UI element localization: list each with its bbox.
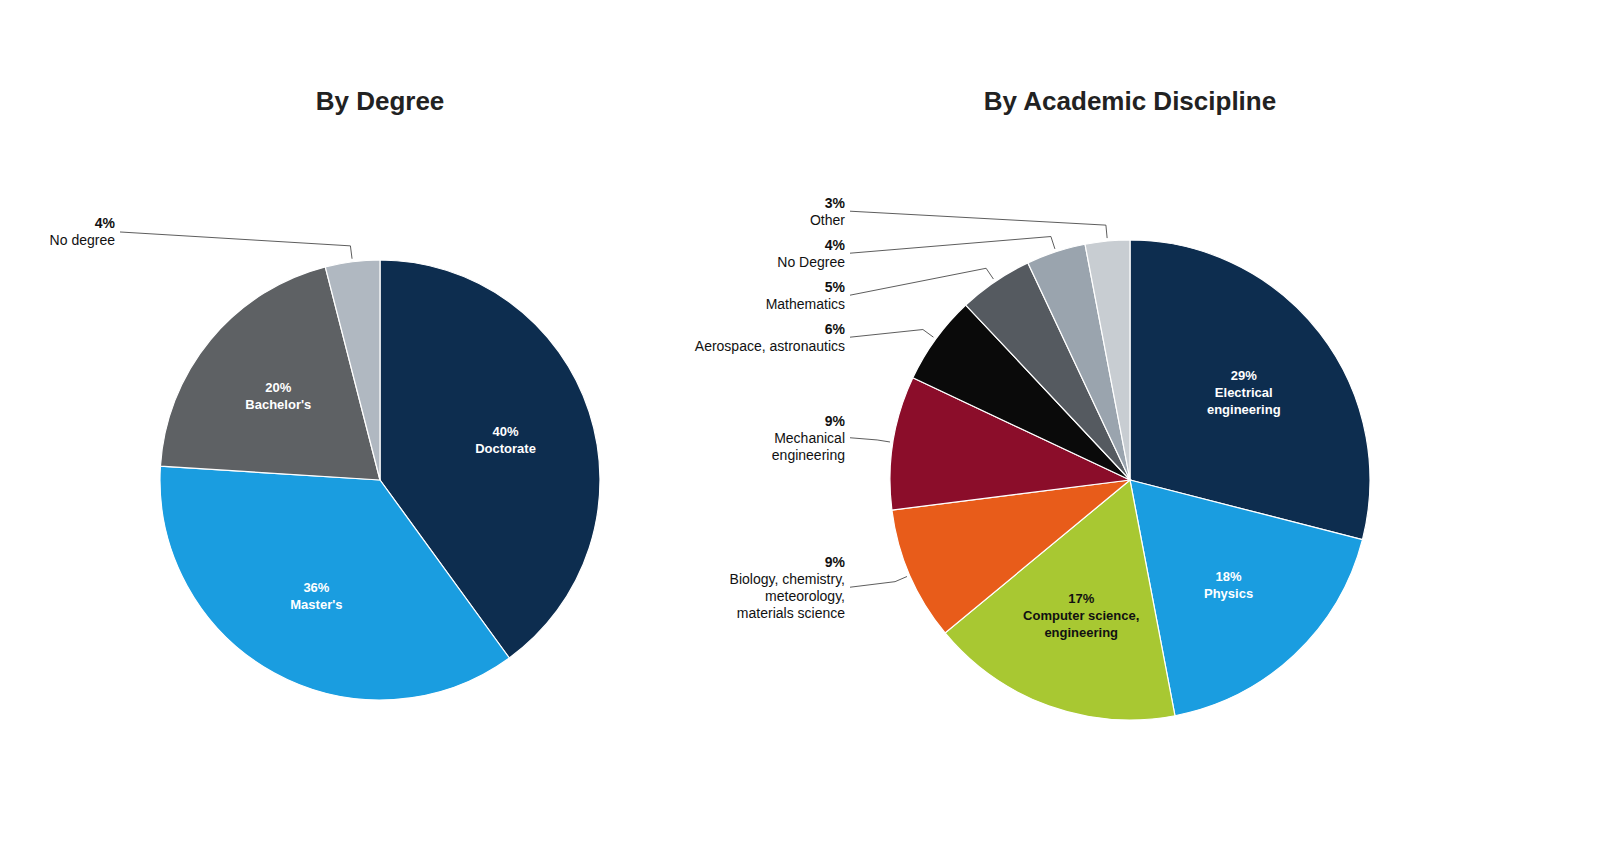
- pie-slice: [325, 260, 380, 480]
- category-label: engineering: [772, 447, 845, 463]
- value-label: 9%: [825, 413, 846, 429]
- value-label: 20%: [265, 380, 291, 395]
- value-label: 4%: [95, 215, 116, 231]
- slice-label: 4%No Degree: [777, 237, 845, 270]
- category-label: Bachelor's: [245, 397, 311, 412]
- value-label: 6%: [825, 321, 846, 337]
- slice-label: 4%No degree: [50, 215, 116, 248]
- chart-title: By Degree: [316, 86, 445, 116]
- leader-line: [850, 330, 933, 338]
- pie-slice: [160, 466, 509, 700]
- category-label: Biology, chemistry,: [730, 571, 845, 587]
- background: [0, 0, 1600, 848]
- chart-title: By Academic Discipline: [984, 86, 1276, 116]
- leader-line: [850, 211, 1107, 238]
- value-label: 9%: [825, 554, 846, 570]
- category-label: materials science: [737, 605, 845, 621]
- value-label: 3%: [825, 195, 846, 211]
- category-label: Electrical: [1215, 385, 1273, 400]
- category-label: No degree: [50, 232, 116, 248]
- category-label: Aerospace, astronautics: [695, 338, 845, 354]
- category-label: No Degree: [777, 254, 845, 270]
- category-label: meteorology,: [765, 588, 845, 604]
- slice-label: 18% Physics: [1204, 569, 1253, 601]
- slice-label: 17% Computer science, engineering: [1023, 591, 1139, 640]
- slice-label: 40% Doctorate: [475, 424, 536, 456]
- slice-label: 5%Mathematics: [766, 279, 846, 312]
- pie-slice: [1085, 240, 1130, 480]
- leader-line: [850, 268, 993, 295]
- value-label: 36%: [303, 580, 329, 595]
- slice-label: 9%Biology, chemistry,meteorology,materia…: [730, 554, 846, 621]
- category-label: Physics: [1204, 586, 1253, 601]
- slices: [890, 240, 1370, 720]
- category-label: Computer science,: [1023, 608, 1139, 623]
- category-label: Master's: [290, 597, 342, 612]
- slice-label: 20% Bachelor's: [245, 380, 311, 412]
- category-label: Mathematics: [766, 296, 845, 312]
- value-label: 17%: [1068, 591, 1094, 606]
- category-label: Other: [810, 212, 845, 228]
- category-label: engineering: [1207, 402, 1281, 417]
- slice-label: 9%Mechanicalengineering: [772, 413, 846, 463]
- slice-label: 36% Master's: [290, 580, 342, 612]
- value-label: 18%: [1216, 569, 1242, 584]
- pie-chart: By Degree 40% Doctorate 36% Master's 20% Bache…: [50, 86, 600, 700]
- slice-label: 3%Other: [810, 195, 846, 228]
- value-label: 40%: [493, 424, 519, 439]
- value-label: 29%: [1231, 368, 1257, 383]
- slice-label: 29% Electrical engineering: [1207, 368, 1281, 417]
- leader-line: [850, 577, 907, 588]
- category-label: engineering: [1044, 625, 1118, 640]
- pie-chart: By Academic Discipline 29% Electrical engin…: [695, 86, 1370, 720]
- chart-canvas: By Degree 40% Doctorate 36% Master's 20% Bache…: [0, 0, 1600, 848]
- leader-line: [850, 438, 890, 442]
- value-label: 4%: [825, 237, 846, 253]
- leader-line: [120, 232, 352, 259]
- labels: 29% Electrical engineering 18% Physics 17% Com…: [695, 195, 1281, 641]
- leader-line: [850, 237, 1055, 254]
- category-label: Doctorate: [475, 441, 536, 456]
- labels: 40% Doctorate 36% Master's 20% Bachelor's 4%No…: [50, 215, 536, 612]
- slice-label: 6%Aerospace, astronautics: [695, 321, 846, 354]
- value-label: 5%: [825, 279, 846, 295]
- category-label: Mechanical: [774, 430, 845, 446]
- slices: [160, 260, 600, 700]
